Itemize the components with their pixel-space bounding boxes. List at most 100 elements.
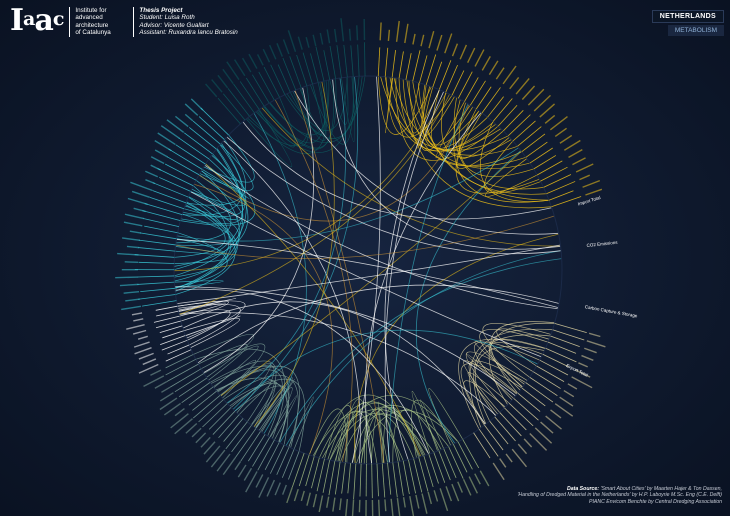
iaac-logo[interactable]: Iaac	[10, 3, 64, 38]
label-mark	[268, 44, 277, 60]
chord-link	[455, 108, 540, 194]
label-mark	[222, 68, 234, 85]
cross-link	[193, 183, 333, 456]
spoke	[546, 181, 576, 195]
spoke	[165, 354, 194, 369]
label-mark	[462, 478, 472, 496]
cross-link	[226, 77, 347, 404]
cross-link	[242, 121, 552, 220]
spoke	[311, 457, 320, 489]
label-mark	[174, 408, 185, 417]
label-mark	[521, 85, 536, 100]
spoke	[536, 160, 563, 176]
spoke	[138, 247, 175, 252]
label-mark	[286, 486, 293, 504]
spoke	[550, 335, 580, 347]
spoke	[529, 376, 558, 396]
label-mark	[222, 457, 236, 476]
source-text-1: 'Smart About Cities' by Maarten Hajer & …	[600, 485, 722, 492]
label-mark	[515, 78, 530, 95]
spoke	[542, 353, 569, 368]
spoke	[473, 432, 491, 459]
label-mark	[122, 237, 141, 242]
chord-link	[418, 82, 547, 195]
chord-link	[389, 77, 527, 167]
label-mark	[428, 30, 435, 49]
label-mark	[133, 318, 144, 322]
source-label: Data Source:	[567, 485, 599, 492]
spoke	[419, 55, 428, 84]
spoke	[212, 410, 236, 435]
spoke	[252, 74, 270, 104]
named-label: CO2 Emissions	[586, 240, 618, 248]
institute-line: architecture	[75, 21, 109, 29]
label-mark	[312, 34, 317, 47]
spoke	[169, 368, 202, 388]
label-mark	[293, 488, 299, 502]
spoke	[433, 452, 446, 483]
label-mark	[588, 332, 601, 338]
institute-line: advanced	[75, 14, 103, 22]
label-mark	[488, 60, 499, 76]
spoke	[353, 463, 357, 500]
spoke	[497, 105, 518, 127]
spoke	[264, 442, 280, 471]
label-mark	[554, 403, 574, 417]
label-mark	[276, 43, 283, 57]
spoke	[155, 320, 181, 329]
label-mark	[379, 22, 382, 41]
label-mark	[150, 369, 162, 376]
institute-line: Institute for	[75, 7, 107, 14]
spoke	[533, 371, 561, 389]
label-mark	[133, 341, 150, 348]
label-mark	[126, 245, 140, 249]
spoke	[364, 42, 366, 77]
label-mark	[412, 33, 416, 45]
chord-link	[255, 387, 293, 438]
chord-link	[174, 238, 228, 264]
label-mark	[377, 499, 381, 516]
cross-link	[176, 244, 561, 305]
chord-link	[212, 359, 257, 397]
label-mark	[195, 432, 207, 444]
spoke	[223, 93, 246, 121]
source-text-2: 'Handling of Dredged Material in the Net…	[517, 492, 722, 498]
label-mark	[129, 230, 142, 234]
spoke	[183, 132, 213, 155]
label-mark	[451, 483, 460, 502]
label-mark	[451, 43, 459, 57]
country-badge[interactable]: NETHERLANDS	[651, 10, 724, 23]
label-mark	[340, 18, 345, 42]
spoke	[252, 437, 271, 467]
chord-link	[284, 76, 363, 139]
spoke	[457, 441, 473, 470]
chord-link	[479, 121, 550, 202]
chord-link	[201, 169, 250, 199]
category-badge[interactable]: METABOLISM	[667, 25, 724, 36]
chord-link	[209, 360, 277, 428]
chord-link	[360, 407, 401, 464]
label-mark	[124, 213, 144, 220]
spoke	[263, 66, 280, 98]
label-mark	[415, 494, 420, 509]
spoke	[164, 163, 197, 181]
spoke	[478, 428, 499, 457]
label-mark	[567, 383, 578, 390]
label-mark	[571, 376, 593, 389]
cross-link	[179, 93, 450, 315]
label-mark	[174, 115, 189, 128]
spoke	[341, 462, 346, 494]
spoke	[277, 64, 291, 93]
spoke	[296, 54, 308, 87]
label-mark	[258, 477, 270, 498]
spoke	[281, 449, 295, 478]
label-mark	[150, 156, 165, 165]
chord-link	[174, 202, 238, 278]
chord-link	[286, 77, 348, 131]
spoke	[391, 49, 396, 78]
chord-link	[217, 364, 275, 423]
chord-link	[371, 410, 399, 464]
label-mark	[439, 488, 449, 512]
label-mark	[333, 28, 338, 43]
label-mark	[384, 499, 387, 512]
